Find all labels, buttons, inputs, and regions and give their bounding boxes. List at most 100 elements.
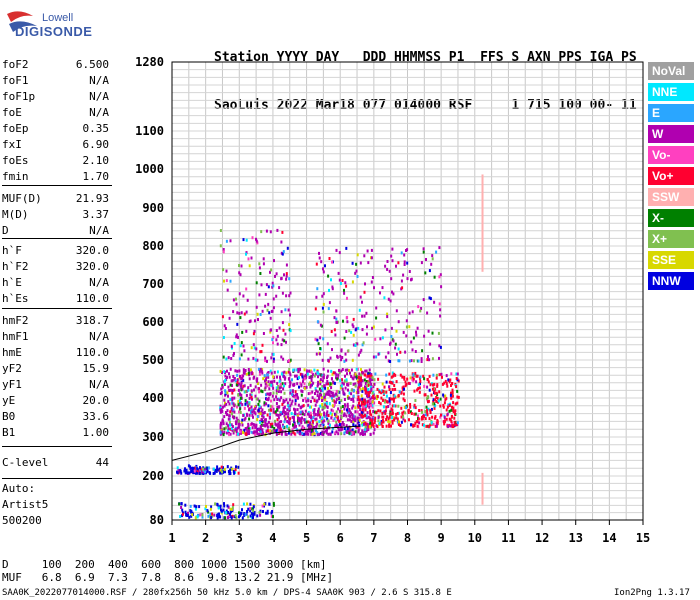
- echo-point: [327, 419, 330, 423]
- echo-point: [443, 422, 446, 426]
- echo-point: [313, 426, 316, 429]
- echo-point: [304, 376, 307, 380]
- echo-point: [380, 420, 383, 423]
- echo-point: [320, 413, 323, 417]
- echo-point: [375, 306, 378, 310]
- echo-point: [308, 405, 311, 409]
- echo-point: [301, 416, 303, 420]
- echo-point: [207, 514, 210, 518]
- echo-point: [238, 357, 241, 361]
- echo-point: [236, 322, 239, 326]
- echo-point: [228, 389, 231, 392]
- echo-point: [414, 350, 417, 353]
- echo-point: [268, 408, 270, 412]
- param-row-12: h`F2 320.0: [2, 260, 109, 276]
- echo-point: [443, 420, 446, 424]
- param-value: 2.10: [82, 154, 110, 167]
- echo-point: [433, 406, 436, 410]
- echo-point: [204, 468, 207, 472]
- echo-point: [381, 382, 384, 386]
- echo-point: [345, 284, 348, 288]
- echo-point: [274, 274, 276, 278]
- echo-point: [398, 359, 401, 363]
- echo-point: [279, 411, 282, 415]
- echo-point: [245, 427, 248, 431]
- echo-point: [194, 516, 197, 520]
- echo-point: [365, 429, 368, 433]
- echo-point: [297, 416, 299, 420]
- echo-point: [405, 319, 408, 323]
- echo-point: [223, 504, 226, 508]
- echo-point: [268, 502, 271, 506]
- echo-point: [398, 390, 401, 394]
- echo-point: [265, 229, 268, 233]
- echo-point: [258, 427, 260, 431]
- echo-point: [302, 412, 304, 416]
- param-value: N/A: [89, 74, 109, 87]
- echo-point: [405, 325, 408, 329]
- x-tick-label: 9: [438, 531, 445, 545]
- echo-point: [435, 376, 438, 380]
- echo-point: [269, 429, 272, 433]
- echo-point: [356, 342, 359, 346]
- echo-point: [399, 373, 402, 377]
- echo-point: [481, 211, 484, 215]
- echo-point: [250, 394, 253, 397]
- echo-point: [331, 391, 334, 395]
- echo-point: [291, 390, 294, 394]
- echo-point: [298, 419, 300, 423]
- echo-point: [434, 398, 436, 402]
- echo-point: [223, 370, 226, 374]
- echo-point: [374, 337, 377, 341]
- echo-point: [445, 417, 448, 421]
- echo-point: [452, 401, 455, 405]
- echo-point: [381, 398, 384, 402]
- echo-point: [243, 384, 246, 388]
- echo-point: [341, 381, 344, 385]
- echo-point: [299, 372, 302, 376]
- echo-point: [310, 405, 312, 409]
- echo-point: [248, 320, 251, 324]
- echo-point: [439, 273, 442, 277]
- echo-point: [296, 429, 299, 433]
- echo-point: [255, 281, 258, 285]
- echo-point: [345, 414, 348, 418]
- echo-point: [369, 379, 372, 383]
- echo-point: [356, 275, 359, 278]
- panel-divider: [2, 478, 112, 479]
- param-row-1: foF1 N/A: [2, 74, 109, 90]
- echo-point: [316, 431, 319, 435]
- echo-point: [298, 423, 301, 427]
- echo-point: [387, 417, 390, 421]
- param-row-21: B0 33.6: [2, 410, 109, 426]
- param-value: 320.0: [75, 260, 109, 273]
- echo-point: [268, 311, 271, 315]
- echo-point: [332, 394, 335, 398]
- echo-point: [241, 403, 244, 407]
- echo-point: [347, 388, 349, 392]
- header-values: SaoLuis 2022 Mar18 077 014000 RSF 1 715 …: [214, 98, 637, 113]
- echo-point: [289, 417, 292, 421]
- echo-point: [254, 385, 257, 389]
- echo-point: [379, 337, 382, 341]
- echo-point: [441, 382, 444, 386]
- echo-point: [320, 260, 323, 264]
- echo-point: [235, 297, 237, 301]
- echo-point: [257, 387, 260, 391]
- echo-point: [280, 396, 283, 400]
- echo-point: [411, 348, 414, 352]
- echo-point: [223, 383, 226, 386]
- echo-point: [286, 425, 289, 428]
- echo-point: [378, 401, 381, 404]
- echo-point: [372, 325, 375, 329]
- echo-point: [356, 378, 359, 382]
- echo-point: [417, 417, 420, 421]
- echo-point: [304, 430, 307, 434]
- echo-point: [280, 240, 283, 244]
- echo-point: [313, 432, 316, 436]
- echo-point: [278, 420, 281, 424]
- param-name: yE: [2, 394, 16, 407]
- echo-point: [333, 316, 336, 320]
- echo-point: [301, 375, 304, 379]
- echo-point: [391, 397, 394, 401]
